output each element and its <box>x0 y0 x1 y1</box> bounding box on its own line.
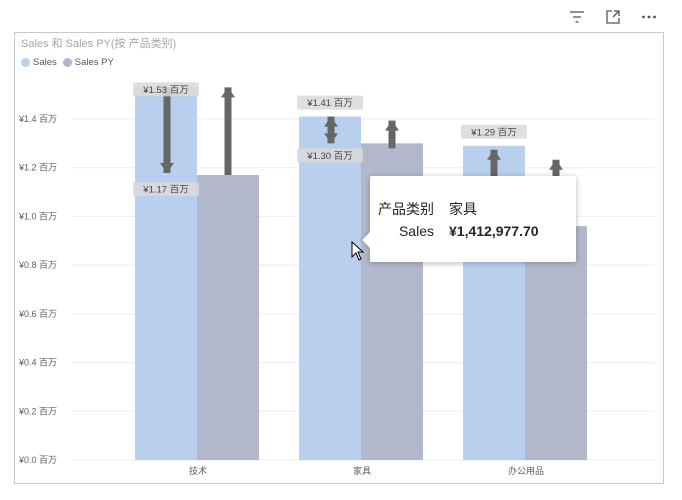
variance-arrow-sales-furniture-head <box>324 133 338 144</box>
filter-icon <box>570 11 584 23</box>
legend-marker-sales-py <box>62 58 72 67</box>
tooltip-value-sales: ¥1,412,977.70 <box>449 223 539 239</box>
visual-toolbar <box>566 7 660 27</box>
legend-label-sales-py: Sales PY <box>74 57 114 68</box>
variance-arrow-sales-furniture-head <box>324 116 338 127</box>
data-label-background <box>297 148 363 163</box>
x-tick-label: 办公用品 <box>508 465 544 476</box>
tooltip-key-category: 产品类别 <box>378 201 434 217</box>
y-tick-label: ¥0.2 百万 <box>18 406 57 416</box>
data-label: ¥1.29 百万 <box>470 127 516 138</box>
mouse-pointer-icon <box>351 241 365 261</box>
variance-arrow-sales-tech-head <box>160 163 174 174</box>
tooltip-row-category: 产品类别 家具 <box>374 199 477 219</box>
y-tick-label: ¥0.0 百万 <box>18 455 57 465</box>
x-tick-label: 技术 <box>189 465 207 476</box>
legend-item-sales[interactable]: Sales <box>21 57 57 68</box>
y-tick-label: ¥1.2 百万 <box>18 163 57 173</box>
data-label-background <box>297 95 363 110</box>
y-tick-label: ¥0.6 百万 <box>18 309 57 319</box>
bar <box>299 116 361 461</box>
y-tick-label: ¥0.4 百万 <box>18 358 57 368</box>
y-tick-label: ¥1.0 百万 <box>18 211 57 221</box>
variance-arrow-py-office-head <box>549 159 563 170</box>
y-tick-label: ¥1.4 百万 <box>18 114 57 124</box>
variance-arrow-py-furniture-head <box>385 120 399 131</box>
focus-mode-icon <box>606 10 620 24</box>
data-label-background <box>461 124 527 139</box>
bar <box>525 226 587 460</box>
variance-arrow-py-tech-head <box>221 87 235 98</box>
legend-label-sales: Sales <box>33 57 57 68</box>
focus-mode-button[interactable] <box>602 7 624 27</box>
more-options-icon <box>642 15 656 19</box>
chart-legend: Sales Sales PY <box>21 57 114 68</box>
tooltip-row-sales: Sales ¥1,412,977.70 <box>374 223 539 239</box>
data-tooltip: 产品类别 家具 Sales ¥1,412,977.70 <box>370 176 576 262</box>
chart-title: Sales 和 Sales PY(按 产品类别) <box>21 38 177 50</box>
bar <box>197 175 259 460</box>
more-options-button[interactable] <box>638 7 660 27</box>
data-label: ¥1.53 百万 <box>142 85 188 96</box>
data-label: ¥1.30 百万 <box>306 151 352 162</box>
data-label: ¥1.17 百万 <box>142 185 188 196</box>
legend-item-sales-py[interactable]: Sales PY <box>62 57 114 68</box>
x-tick-label: 家具 <box>353 465 371 476</box>
data-label: ¥1.41 百万 <box>306 98 352 109</box>
legend-marker-sales <box>21 58 30 67</box>
variance-arrow-sales-office-head <box>487 149 501 160</box>
tooltip-key-sales: Sales <box>398 223 434 239</box>
y-tick-label: ¥0.8 百万 <box>18 260 57 270</box>
data-label-background <box>133 182 199 197</box>
filter-button[interactable] <box>566 7 588 27</box>
tooltip-value-category: 家具 <box>449 201 477 217</box>
data-label-background <box>133 82 199 97</box>
